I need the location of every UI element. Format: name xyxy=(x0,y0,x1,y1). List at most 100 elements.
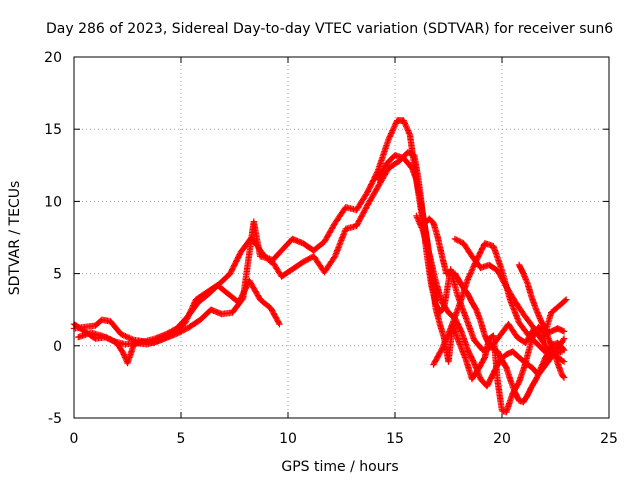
data-point-marks xyxy=(471,359,484,381)
y-axis-label: SDTVAR / TECUs xyxy=(7,181,23,296)
data-point-marks xyxy=(468,253,483,270)
data-point-marks xyxy=(515,397,526,405)
data-point-marks xyxy=(471,336,485,353)
data-point-marks xyxy=(503,364,514,383)
data-point-marks xyxy=(374,162,389,183)
data-point-marks xyxy=(548,303,562,316)
data-point-marks xyxy=(267,305,282,326)
data-point-marks xyxy=(175,324,192,336)
plot-frame xyxy=(73,56,610,419)
data-point-marks xyxy=(486,261,500,274)
data-point-marks xyxy=(267,256,284,279)
data-point-marks xyxy=(374,166,391,191)
data-point-marks xyxy=(563,296,570,303)
data-point-marks xyxy=(229,296,246,316)
data-point-marks xyxy=(162,326,179,338)
data-point-marks xyxy=(524,384,535,399)
data-point-marks xyxy=(460,240,475,259)
data-point-marks xyxy=(430,346,445,368)
data-point-marks xyxy=(278,266,295,280)
data-point-marks xyxy=(498,407,509,415)
data-point-marks xyxy=(184,300,201,321)
data-point-marks xyxy=(560,335,568,342)
data-point-marks xyxy=(451,270,462,283)
data-point-marks xyxy=(434,234,445,258)
data-point-marks xyxy=(528,322,543,340)
data-point-marks xyxy=(545,336,556,351)
chart-title: Day 286 of 2023, Sidereal Day-to-day VTE… xyxy=(46,21,613,37)
y-tick-label: 10 xyxy=(44,194,62,210)
y-tick-label: 0 xyxy=(53,339,62,355)
data-point-marks xyxy=(385,158,402,172)
data-point-marks xyxy=(520,310,535,328)
data-point-marks xyxy=(503,391,516,416)
data-point-marks xyxy=(331,205,349,227)
data-point-marks xyxy=(520,392,531,406)
data-point-marks xyxy=(197,307,214,323)
data-point-marks xyxy=(509,348,522,360)
data-point-marks xyxy=(560,328,568,335)
data-point-marks xyxy=(443,269,453,277)
data-point-marks xyxy=(438,299,451,315)
data-point-marks xyxy=(250,218,264,258)
data-point-marks xyxy=(353,203,370,230)
data-point-marks xyxy=(331,227,349,260)
data-point-marks xyxy=(528,377,539,390)
data-point-marks xyxy=(216,271,233,287)
data-point-marks xyxy=(515,319,530,337)
data-point-marks xyxy=(451,235,466,246)
data-point-marks xyxy=(192,290,209,303)
data-point-marks xyxy=(515,361,529,386)
data-point-marks xyxy=(447,303,462,332)
series-track-8 xyxy=(515,261,568,381)
x-tick-label: 15 xyxy=(386,431,404,447)
data-point-marks xyxy=(560,374,568,381)
data-point-marks xyxy=(494,378,505,413)
data-point-marks xyxy=(522,359,534,370)
data-point-marks xyxy=(498,357,509,370)
data-point-marks xyxy=(432,305,443,326)
data-point-marks xyxy=(413,212,426,232)
data-point-marks xyxy=(194,291,211,306)
data-point-marks xyxy=(364,169,381,196)
data-point-marks xyxy=(456,277,471,309)
data-point-marks xyxy=(560,358,568,365)
data-point-marks xyxy=(173,314,190,332)
data-point-marks xyxy=(436,320,447,341)
y-tick-labels: -5 0 5 10 15 20 xyxy=(44,50,62,427)
data-point-marks xyxy=(426,215,436,226)
data-point-marks xyxy=(385,118,400,143)
data-point-marks xyxy=(558,371,567,380)
data-point-marks xyxy=(227,250,244,277)
data-point-marks xyxy=(503,283,518,303)
data-point-marks xyxy=(490,345,500,355)
data-point-marks xyxy=(124,342,137,367)
data-point-marks xyxy=(107,318,124,337)
data-point-marks xyxy=(434,296,441,303)
data-point-marks xyxy=(486,341,496,351)
x-axis-label: GPS time / hours xyxy=(281,459,398,475)
data-point-marks xyxy=(92,317,104,329)
data-point-marks xyxy=(483,371,496,390)
data-point-marks xyxy=(364,185,381,209)
data-point-marks xyxy=(507,297,522,325)
data-point-marks xyxy=(321,254,338,276)
data-point-marks xyxy=(438,326,454,352)
data-point-marks xyxy=(537,333,552,354)
series-track-9 xyxy=(374,152,441,303)
data-point-marks xyxy=(98,332,117,344)
y-tick-label: 15 xyxy=(44,122,62,138)
y-tick-label: 20 xyxy=(44,50,62,66)
data-point-marks xyxy=(430,276,441,302)
data-point-marks xyxy=(524,331,539,345)
data-point-marks xyxy=(458,328,471,352)
data-point-marks xyxy=(353,190,370,214)
data-point-marks xyxy=(468,299,479,312)
data-point-marks xyxy=(511,297,526,316)
data-point-marks xyxy=(464,346,477,365)
data-point-marks xyxy=(246,277,263,302)
data-point-marks xyxy=(515,354,528,366)
data-point-marks xyxy=(556,297,569,309)
x-tick-label: 10 xyxy=(279,431,297,447)
